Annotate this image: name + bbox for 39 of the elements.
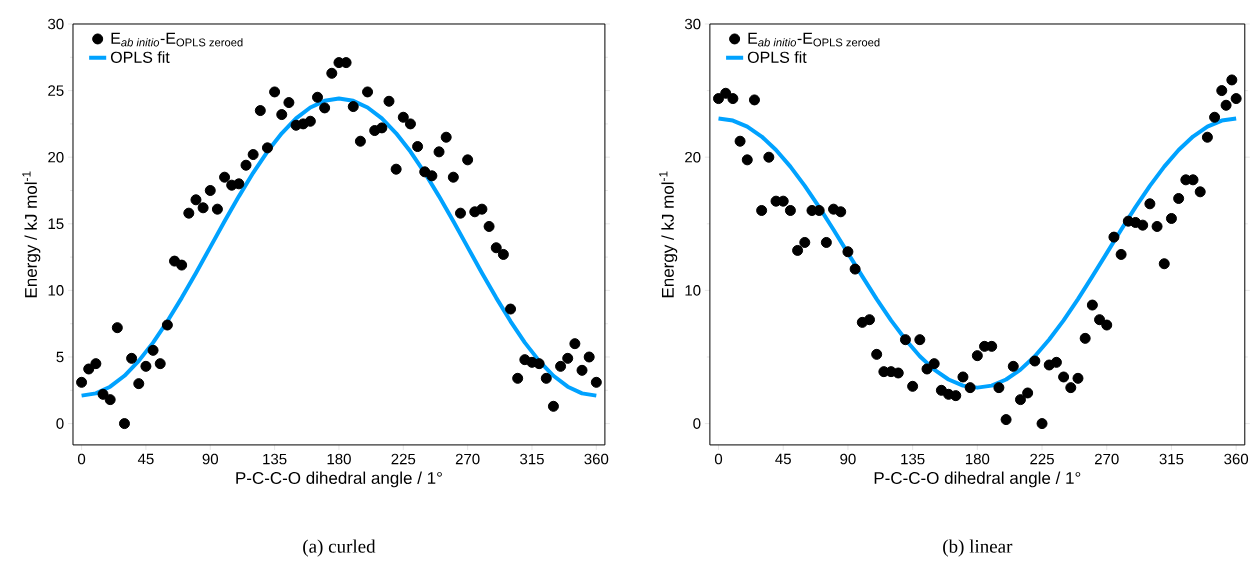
x-tick-label: 315	[520, 453, 544, 465]
legend-label: $\text{E}_{\text{\itshape ab initio}}\text{-E}_{\text{OPLS zeroed}}$	[111, 32, 243, 47]
y-tick-label: 20	[685, 151, 701, 163]
y-tick-label: 30	[684, 18, 701, 30]
x-axis-title: P-C-C-O dihedral angle / 1°	[236, 471, 442, 488]
x-tick-label: 360	[584, 453, 609, 465]
y-tick-label: 30	[48, 18, 64, 30]
x-tick-label: 0	[714, 453, 723, 465]
x-tick-label: 315	[1159, 453, 1184, 465]
x-tick-label: 270	[455, 453, 480, 465]
y-tick-label: 20	[48, 151, 64, 163]
legend-label: $\text{E}_{\text{\itshape ab initio}}\text{-E}_{\text{OPLS zeroed}}$	[748, 32, 880, 47]
x-tick-label: 0	[77, 453, 86, 465]
y-tick-label: 0	[56, 418, 64, 429]
y-tick-label: 10	[48, 285, 64, 296]
x-tick-label: 45	[775, 453, 791, 465]
x-tick-label: 270	[1094, 453, 1119, 465]
y-tick-label: 0	[693, 418, 701, 429]
x-tick-label: 225	[1030, 453, 1054, 465]
text: (a) curled	[303, 539, 376, 557]
y-axis-title: Energy / kJ mol$^{-1}$	[659, 171, 678, 298]
y-tick-label: 25	[48, 85, 64, 96]
x-tick-label: 360	[1224, 453, 1249, 465]
x-tick-label: 180	[327, 453, 351, 465]
y-axis-title: Energy / kJ mol$^{-1}$	[22, 171, 41, 298]
legend-label: OPLS fit	[747, 51, 807, 63]
x-tick-label: 135	[901, 453, 925, 465]
x-tick-label: 135	[263, 453, 287, 465]
y-tick-label: 10	[685, 285, 701, 296]
x-tick-label: 180	[965, 453, 990, 465]
y-tick-label: 5	[56, 351, 64, 363]
x-tick-label: 225	[391, 453, 416, 465]
legend-label: OPLS fit	[110, 51, 170, 63]
text: (b) linear	[943, 539, 1013, 557]
x-tick-label: 90	[840, 453, 856, 465]
x-axis-title: P-C-C-O dihedral angle / 1°	[874, 471, 1081, 488]
y-tick-label: 15	[48, 218, 64, 230]
x-tick-label: 45	[137, 453, 154, 465]
x-tick-label: 90	[202, 453, 219, 465]
